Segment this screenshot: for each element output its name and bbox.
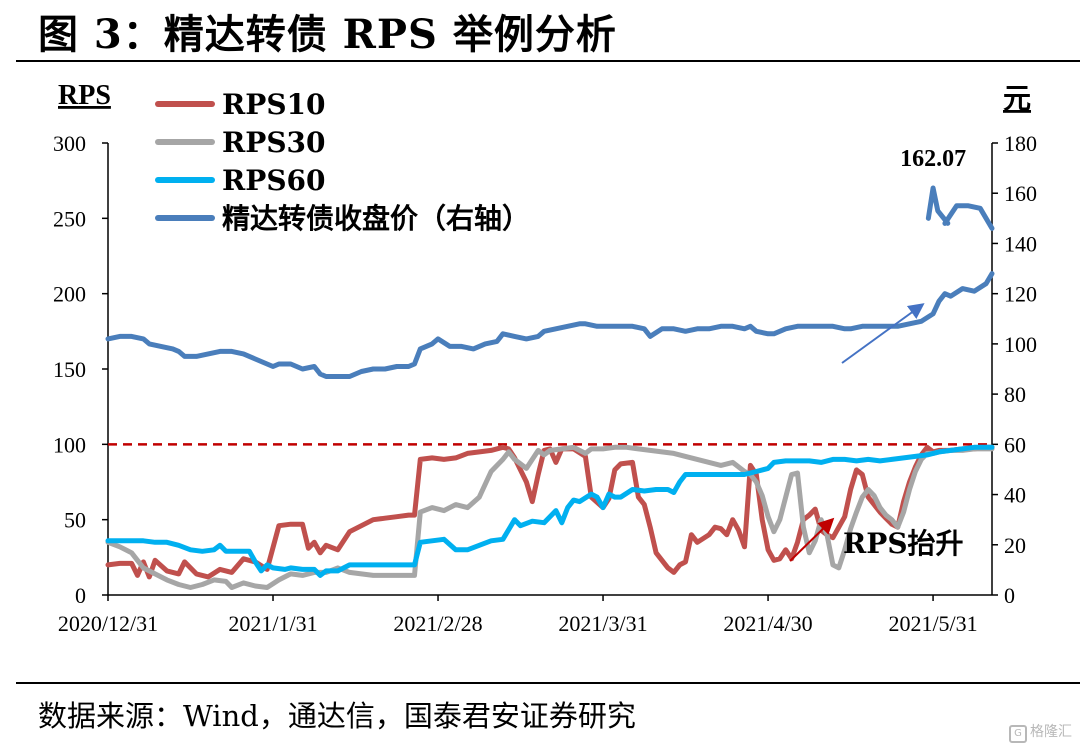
right-tick-label: 120 — [1004, 282, 1037, 307]
x-tick-label: 2021/4/30 — [723, 611, 812, 636]
legend-label-0: RPS10 — [222, 88, 326, 121]
right-tick-label: 0 — [1004, 583, 1015, 608]
right-tick-label: 60 — [1004, 432, 1026, 457]
peak-point — [925, 185, 951, 226]
right-tick-label: 140 — [1004, 231, 1037, 256]
watermark-text: 格隆汇 — [1030, 724, 1072, 740]
source-note: 数据来源：Wind，通达信，国泰君安证券研究 — [38, 699, 636, 733]
watermark: G 格隆汇 — [1009, 721, 1072, 743]
x-tick-label: 2021/5/31 — [888, 611, 977, 636]
right-tick-label: 160 — [1004, 181, 1037, 206]
bottom-rule — [16, 682, 1080, 684]
left-tick-label: 250 — [53, 206, 86, 231]
right-tick-label: 20 — [1004, 533, 1026, 558]
legend-label-3: 精达转债收盘价（右轴） — [222, 202, 530, 235]
right-axis-unit: 元 — [1003, 82, 1031, 115]
page-title: 图 3：精达转债 RPS 举例分析 — [38, 11, 617, 58]
legend: RPS10 RPS30 RPS60 精达转债收盘价（右轴） — [155, 88, 530, 235]
top-rule — [16, 60, 1080, 62]
series-line-1 — [105, 444, 995, 590]
left-tick-label: 300 — [53, 131, 86, 156]
x-tick-label: 2021/2/28 — [393, 611, 482, 636]
right-tick-label: 100 — [1004, 332, 1037, 357]
rps-rise-label: RPS抬升 — [843, 527, 964, 560]
left-axis-unit: RPS — [58, 80, 111, 111]
left-tick-label: 100 — [53, 432, 86, 457]
chart: 0 50 100 150 200 250 300 0 20 40 60 80 100 120 140 160 1… — [53, 80, 1037, 636]
series-line-3 — [105, 271, 995, 379]
series-group — [105, 185, 995, 590]
chart-frame — [102, 142, 998, 601]
left-tick-label: 150 — [53, 357, 86, 382]
series-line-0 — [105, 444, 995, 580]
left-tick-label: 50 — [64, 508, 86, 533]
peak-value-label: 162.07 — [900, 146, 966, 172]
watermark-logo-icon: G — [1009, 725, 1027, 743]
legend-label-1: RPS30 — [222, 126, 326, 159]
price-trend-arrow — [841, 303, 925, 364]
x-tick-label: 2021/3/31 — [558, 611, 647, 636]
x-tick-label: 2020/12/31 — [58, 611, 158, 636]
left-tick-label: 0 — [75, 583, 86, 608]
price-tail — [942, 203, 995, 231]
x-tick-label: 2021/1/31 — [228, 611, 317, 636]
left-tick-label: 200 — [53, 282, 86, 307]
rps-rise-arrow — [789, 517, 835, 562]
annotations: 162.07 RPS抬升 — [789, 146, 966, 562]
tick-labels: 0 50 100 150 200 250 300 0 20 40 60 80 100 120 140 160 1… — [53, 80, 1037, 636]
right-tick-label: 80 — [1004, 382, 1026, 407]
legend-label-2: RPS60 — [222, 164, 326, 197]
right-tick-label: 180 — [1004, 131, 1037, 156]
right-tick-label: 40 — [1004, 483, 1026, 508]
series-line-2 — [105, 444, 995, 578]
